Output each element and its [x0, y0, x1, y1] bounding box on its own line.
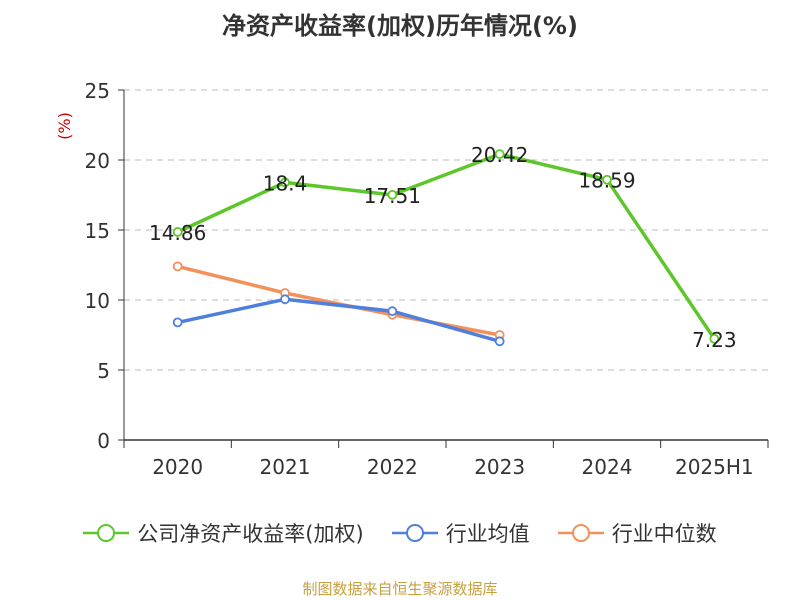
y-tick-label: 15 [85, 219, 110, 243]
data-label: 18.59 [578, 169, 635, 193]
data-point [387, 189, 398, 200]
data-point [172, 261, 183, 272]
chart-title: 净资产收益率(加权)历年情况(%) [222, 12, 578, 40]
data-point [494, 336, 505, 347]
legend-item: 公司净资产收益率(加权) [83, 518, 364, 548]
data-labels: 14.86 18.4 17.51 20.42 18.59 7.23 [149, 143, 737, 352]
x-tick-label: 2023 [474, 455, 525, 479]
data-point [172, 317, 183, 328]
data-point [494, 149, 505, 160]
legend-swatch [557, 524, 604, 542]
legend-swatch [83, 524, 130, 542]
legend-label: 行业中位数 [611, 522, 717, 546]
legend-marker [571, 524, 590, 542]
data-point [709, 333, 720, 344]
x-tick-label: 2021 [260, 455, 311, 479]
y-tick-label: 10 [85, 289, 110, 313]
axes: 0 5 10 15 20 25 2020 2021 2022 2023 2024 2025H1 (%) [55, 79, 769, 479]
legend-marker [405, 524, 424, 542]
series-lines [172, 149, 720, 347]
x-tick-label: 2020 [152, 455, 203, 479]
source-note: 制图数据来自恒生聚源数据库 [302, 580, 498, 598]
data-label: 7.23 [692, 328, 737, 352]
legend-item: 行业均值 [391, 518, 530, 548]
legend-label: 公司净资产收益率(加权) [137, 522, 364, 546]
data-point [280, 177, 290, 188]
series-line [177, 264, 501, 337]
y-tick-label: 25 [85, 79, 110, 103]
legend-label: 行业均值 [445, 522, 530, 546]
data-point [280, 294, 290, 305]
legend-item: 行业中位数 [557, 518, 717, 548]
legend-marker [97, 524, 116, 542]
series-line [177, 297, 501, 343]
data-point [387, 306, 398, 317]
y-tick-label: 5 [97, 359, 110, 383]
y-tick-label: 20 [85, 149, 110, 173]
data-label: 20.42 [471, 143, 528, 167]
x-tick-label: 2025H1 [675, 455, 754, 479]
legend-swatch [391, 524, 438, 542]
x-tick-label: 2024 [582, 455, 633, 479]
grid-lines [124, 89, 768, 371]
data-label: 14.86 [149, 221, 206, 245]
data-point [172, 227, 183, 237]
data-point [602, 174, 612, 185]
data-label: 18.4 [263, 171, 308, 195]
data-label: 17.51 [364, 184, 421, 208]
y-tick-label: 0 [97, 429, 110, 453]
legend: 公司净资产收益率(加权) 行业均值 行业中位数 [0, 518, 800, 548]
y-axis-label: (%) [55, 112, 74, 140]
series-line [176, 152, 716, 340]
x-tick-label: 2022 [367, 455, 418, 479]
